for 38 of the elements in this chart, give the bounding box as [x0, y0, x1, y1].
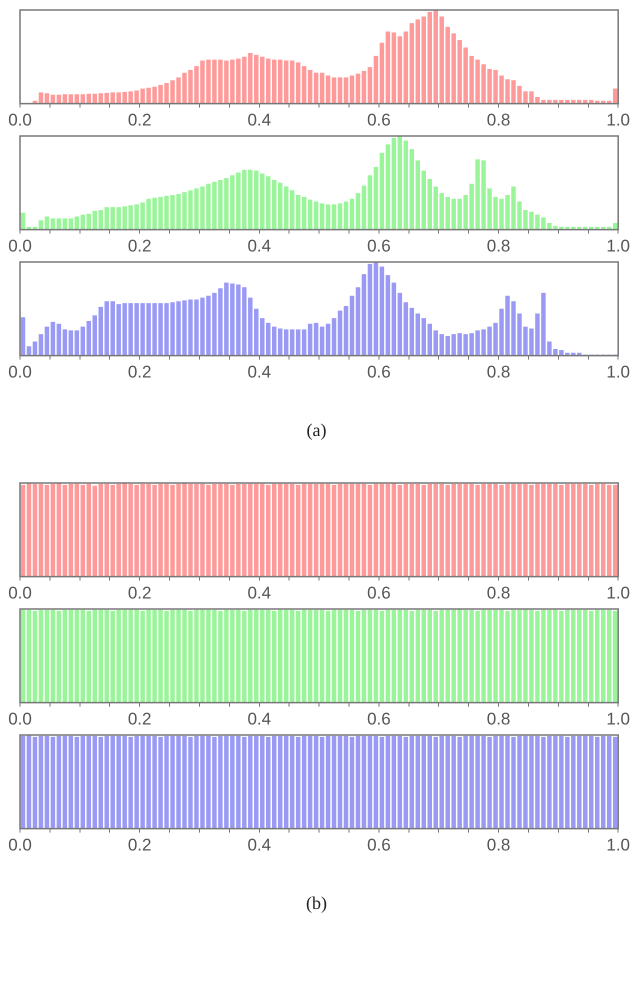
x-tick-label: 0.6 [367, 110, 391, 130]
x-tick-label: 0.2 [128, 835, 152, 854]
x-tick-label: 0.8 [486, 583, 510, 602]
x-tick-label: 0.2 [128, 362, 152, 382]
x-tick-label: 0.0 [8, 583, 32, 602]
x-tick-label: 0.0 [8, 110, 32, 130]
x-tick-label: 0.0 [8, 236, 32, 256]
x-tick-label: 0.2 [128, 709, 152, 728]
x-tick-label: 0.8 [486, 709, 510, 728]
x-tick-label: 1.0 [606, 362, 630, 382]
x-tick-label: 0.8 [486, 362, 510, 382]
x-tick-label: 0.6 [367, 583, 391, 602]
x-tick-label: 0.0 [8, 835, 32, 854]
x-tick-label: 0.0 [8, 709, 32, 728]
x-tick-label: 1.0 [606, 709, 630, 728]
x-tick-label: 1.0 [606, 835, 630, 854]
x-tick-label: 0.8 [486, 110, 510, 130]
x-tick-label: 0.0 [8, 362, 32, 382]
x-tick-label: 0.4 [247, 236, 272, 256]
x-tick-label: 0.4 [247, 709, 272, 728]
x-tick-label: 0.2 [128, 583, 152, 602]
x-tick-label: 0.6 [367, 362, 391, 382]
x-tick-label: 0.4 [247, 583, 272, 602]
x-tick-label: 1.0 [606, 236, 630, 256]
x-tick-label: 1.0 [606, 110, 630, 130]
x-tick-label: 0.2 [128, 110, 152, 130]
text: (b) [305, 892, 328, 915]
x-tick-label: 0.8 [486, 835, 510, 854]
x-tick-label: 0.6 [367, 709, 391, 728]
x-tick-label: 0.8 [486, 236, 510, 256]
x-tick-label: 0.4 [247, 835, 272, 854]
x-tick-label: 0.4 [247, 110, 272, 130]
x-tick-label: 0.2 [128, 236, 152, 256]
x-tick-label: 0.6 [367, 236, 391, 256]
x-tick-label: 0.4 [247, 362, 272, 382]
x-tick-label: 0.6 [367, 835, 391, 854]
x-tick-label: 1.0 [606, 583, 630, 602]
text: (a) [306, 419, 328, 442]
